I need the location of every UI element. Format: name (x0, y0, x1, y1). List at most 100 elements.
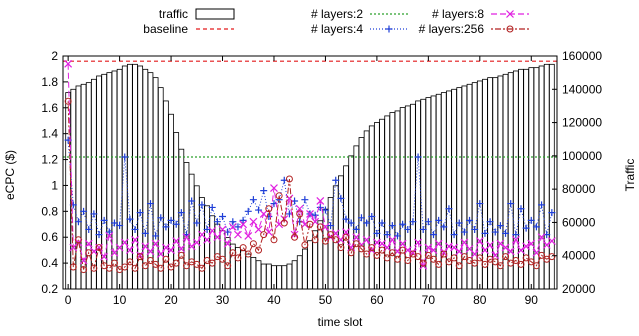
traffic-bars (65, 63, 555, 290)
series-4-point (476, 254, 484, 262)
traffic-bar (518, 68, 524, 290)
series-3-point (177, 244, 186, 253)
traffic-bar (410, 103, 416, 290)
series-3-point (295, 204, 304, 213)
series-2-point (146, 200, 154, 208)
series-4-point (368, 244, 376, 252)
series-4-point (234, 254, 242, 262)
series-3-point (120, 238, 129, 247)
series-3-point (424, 243, 433, 252)
series-4-point (126, 258, 134, 266)
series-2-point (502, 229, 510, 237)
series-4-point (419, 259, 427, 267)
series-4-point (208, 259, 216, 267)
series-3-point (223, 239, 232, 248)
series-3-point (517, 246, 525, 255)
legend-item: # layers:8 (432, 7, 529, 21)
series-4-point (244, 250, 252, 258)
series-4-point (121, 263, 129, 271)
legend-item: # layers:4 (311, 22, 408, 36)
series-2-point (486, 218, 494, 226)
traffic-bar (512, 70, 519, 290)
series-2-point (507, 200, 515, 208)
y2-tick-label: 120000 (562, 116, 602, 130)
series-3-point (316, 197, 325, 205)
legend-marker (506, 25, 514, 33)
series-2-point (203, 225, 211, 233)
series-4-point (522, 254, 530, 262)
series-3-point (306, 209, 314, 218)
traffic-bar (338, 175, 344, 290)
y-tick-label: 1 (51, 178, 58, 192)
series-4-point (316, 223, 324, 231)
series-4-point (265, 205, 273, 213)
x-tick-label: 30 (216, 293, 230, 307)
series-4-point (538, 251, 546, 259)
legend-item: # layers:256 (419, 22, 529, 36)
series-3-point (486, 241, 495, 249)
traffic-bar (219, 230, 226, 290)
y2-tick-label: 20000 (562, 282, 596, 296)
series-4-line (67, 101, 553, 271)
series-4-point (450, 254, 458, 262)
y-tick-label: 2 (51, 49, 58, 63)
legend-label: # layers:8 (432, 7, 484, 21)
series-4-point (229, 249, 237, 257)
series-4-point (527, 258, 535, 266)
series-4-point (291, 233, 299, 241)
series-2-point (100, 216, 108, 224)
series-4-point (146, 257, 154, 265)
series-4-point (177, 251, 185, 259)
series-3-point (342, 228, 350, 236)
series-3-point (455, 247, 464, 256)
series-4-point (414, 253, 422, 261)
legend-swatch (195, 8, 235, 20)
series-2-point (219, 213, 227, 221)
series-4-point (424, 251, 432, 259)
traffic-bar (399, 107, 406, 290)
series-4-point (342, 233, 350, 241)
traffic-bar (425, 97, 432, 290)
x-axis-label: time slot (318, 315, 363, 329)
series-2-point (316, 203, 324, 211)
series-4-point (383, 254, 391, 262)
series-2-point (172, 220, 180, 228)
traffic-bar (451, 88, 457, 290)
traffic-bar (240, 250, 246, 290)
series-2-point (85, 225, 93, 233)
series-2-point (527, 216, 535, 224)
legend-label: # layers:2 (311, 7, 363, 21)
series-2-point (491, 228, 499, 236)
series-3-point (352, 233, 361, 242)
series-4-point (157, 264, 165, 272)
series-2-point (80, 207, 88, 215)
series-2-point (481, 229, 489, 237)
series-4-point (321, 237, 329, 245)
series-4-point (183, 262, 190, 270)
series-3-point (151, 239, 160, 248)
series-3-point (218, 225, 227, 234)
series-4-point (481, 260, 489, 268)
legend-item: # layers:2 (311, 7, 408, 21)
series-2-point (177, 209, 185, 217)
plot-frame (62, 55, 558, 290)
series-4-point (357, 245, 365, 253)
traffic-bar (106, 72, 113, 290)
series-2-point (229, 218, 237, 226)
series-3-point (496, 239, 505, 248)
traffic-bar (430, 95, 437, 290)
y-tick-label: 0.2 (41, 282, 58, 296)
series-3-point (187, 242, 196, 251)
series-3-point (100, 252, 109, 261)
series-4-point (74, 236, 82, 244)
series-4-point (430, 255, 437, 263)
legend-label: # layers:4 (311, 22, 363, 36)
series-4-point (136, 253, 144, 261)
series-3-point (270, 184, 278, 192)
traffic-bar (440, 92, 447, 290)
series-3-point (439, 248, 448, 257)
series-3-point (228, 222, 237, 231)
series-lines (63, 59, 557, 274)
series-2-point (522, 224, 530, 232)
series-4-point (285, 175, 293, 183)
